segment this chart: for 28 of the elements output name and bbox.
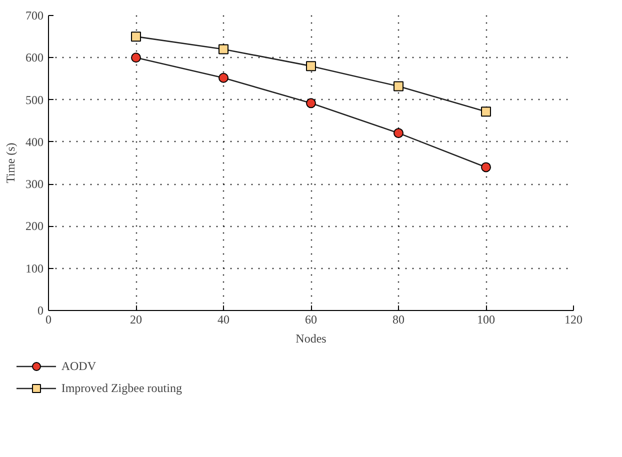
y-tick-label: 400	[26, 134, 44, 149]
x-tick-label: 80	[392, 312, 404, 326]
y-axis-title: Time (s)	[4, 142, 18, 184]
x-tick-label: 20	[130, 312, 142, 326]
point	[394, 81, 404, 92]
point	[131, 52, 141, 63]
x-tick-label: 40	[218, 312, 230, 326]
y-tick-label: 100	[26, 261, 44, 276]
x-tick-label: 100	[477, 312, 495, 326]
point	[218, 72, 228, 83]
x-axis-title: Nodes	[296, 332, 327, 346]
y-tick-label: 500	[26, 92, 44, 107]
y-tick-label: 300	[26, 177, 44, 192]
point	[481, 162, 491, 172]
y-tick-label: 600	[26, 50, 44, 65]
point	[306, 61, 316, 72]
legend-label: AODV	[61, 358, 96, 374]
y-tick-label: 200	[26, 219, 44, 234]
point	[131, 32, 141, 42]
point	[218, 44, 228, 54]
point	[481, 106, 491, 117]
point	[394, 128, 404, 138]
legend-label: Improved Zigbee routing	[61, 380, 182, 396]
x-tick-label: 60	[305, 312, 317, 326]
y-tick-label: 0	[38, 304, 44, 318]
point	[306, 98, 316, 108]
y-tick-label: 700	[26, 8, 44, 22]
x-tick-label: 120	[564, 312, 582, 326]
